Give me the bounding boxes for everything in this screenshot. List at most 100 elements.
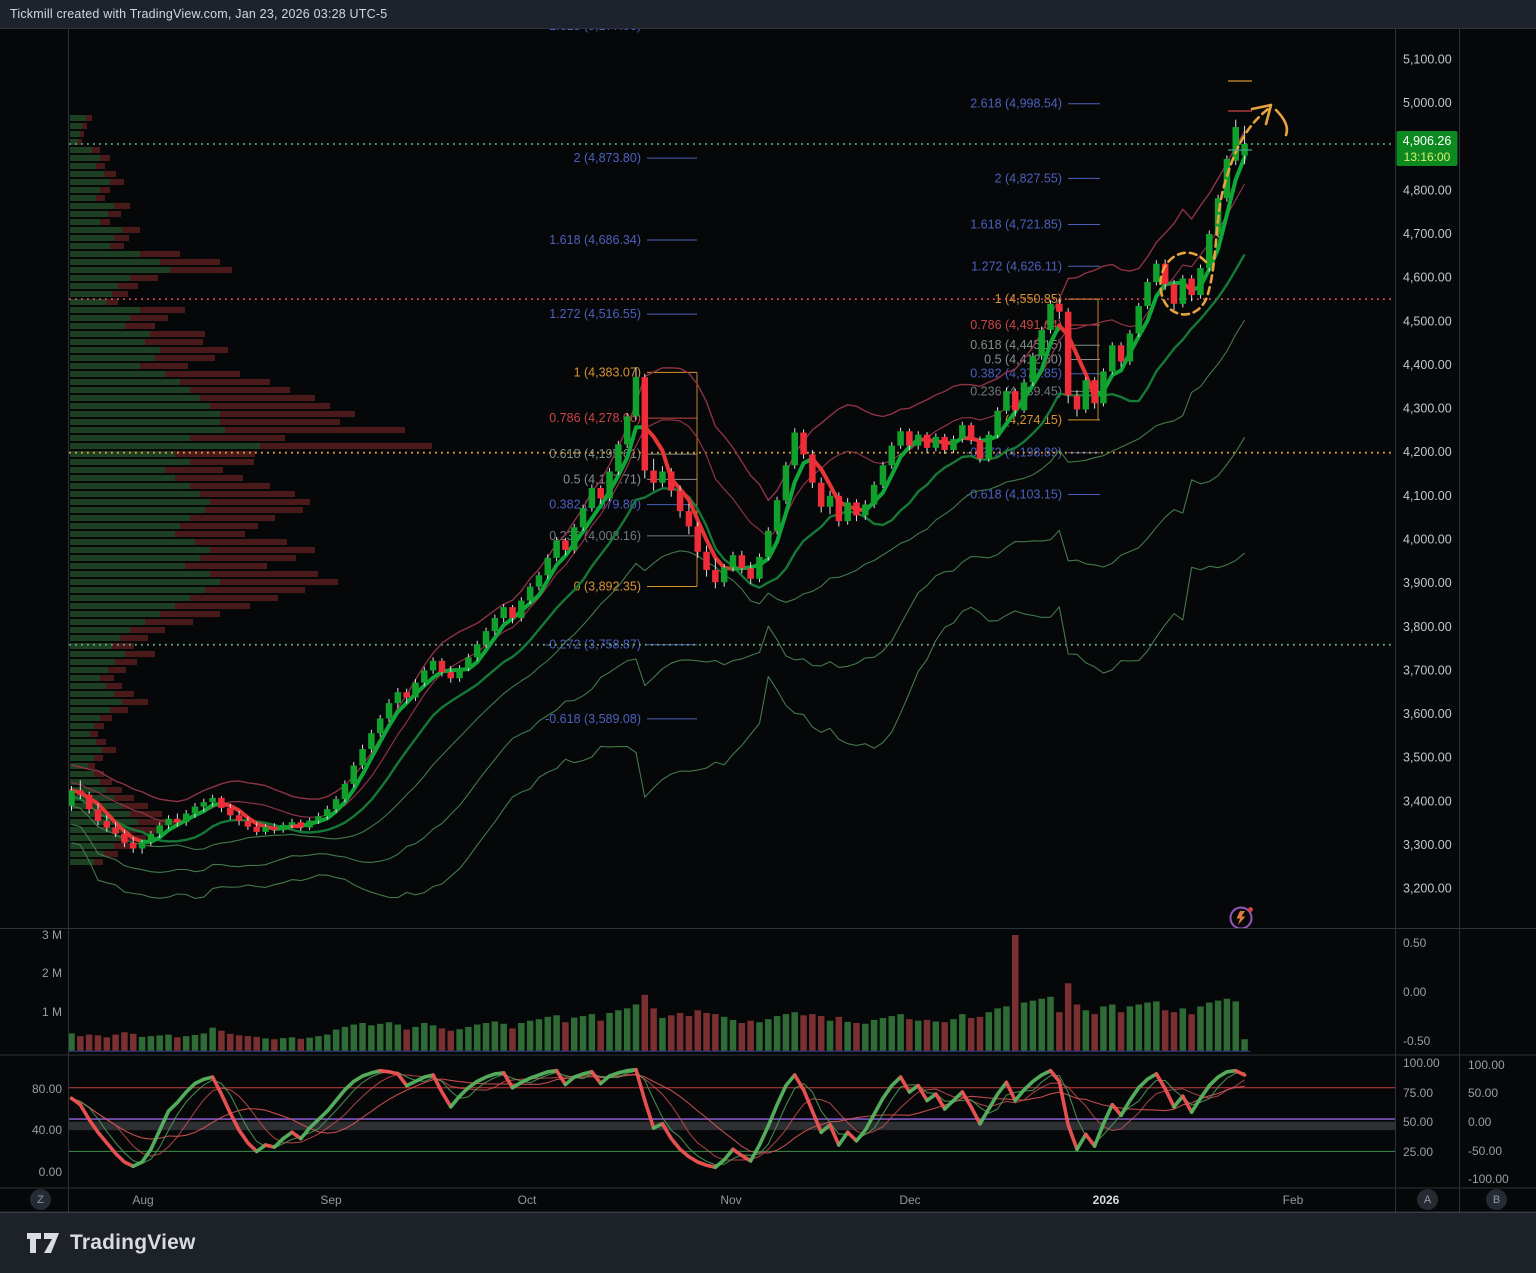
candle [69,790,75,806]
scale-z-button[interactable]: Z [30,1189,51,1210]
candle [421,670,428,683]
candle [1223,158,1231,199]
volume-bar [1206,1002,1213,1051]
volume-left-tick: 1 M [42,1005,62,1019]
volume-bar [1144,1002,1151,1051]
volume-bar [271,1039,278,1051]
candle [853,502,860,516]
volume-bar [77,1036,84,1051]
volume-bar [879,1017,887,1051]
volume-bar [385,1022,393,1051]
candle [729,555,737,568]
volume-bar [773,1016,781,1051]
price-axis[interactable]: 5,100.005,000.004,900.004,800.004,700.00… [1403,52,1509,1186]
candle [615,444,622,472]
volume-bar [1117,1012,1125,1051]
volume-bar [694,1010,701,1051]
candle [914,434,922,446]
time-axis[interactable]: Aug Sep Oct Nov Dec 2026 Feb [132,1193,1303,1207]
volume-bar [341,1026,349,1051]
candle [77,790,84,795]
last-price-badge[interactable]: 4,906.26 13:16:00 [69,131,1458,166]
volume-bar [685,1016,693,1051]
candle [765,530,772,557]
volume-bar [676,1012,684,1051]
volume-bar [244,1036,252,1051]
candle [1188,278,1195,296]
volume-bar [94,1035,102,1051]
price-tick-label: 4,000.00 [1403,532,1452,546]
fib-retracement-right: 2.618 (4,998.54) 2 (4,827.55) 1.618 (4,721… [966,97,1100,501]
candle [1170,284,1178,304]
candle [712,570,719,583]
candle [350,765,357,784]
oscillator-left-tick: 0.00 [39,1165,63,1179]
candle [341,783,349,800]
volume-bar [376,1023,384,1051]
left-scales[interactable]: 3 M 2 M 1 M 80.00 40.00 0.00 [32,928,62,1179]
candle [950,439,957,451]
price-tick-label: 4,600.00 [1403,271,1452,285]
volume-bar [579,1016,587,1051]
volume-bar [447,1030,455,1051]
time-axis-label: Nov [720,1193,741,1207]
scale-a-button[interactable]: A [1417,1189,1438,1210]
candle [809,454,816,483]
candle [1117,345,1125,362]
volume-bar [1100,1006,1107,1051]
volume-bar [403,1029,410,1051]
candle [227,807,234,816]
oscillator-pane[interactable] [69,1067,1395,1170]
candle [588,487,596,509]
volume-bar [182,1036,190,1051]
fib-level-label: 1.618 (4,721.85) [970,217,1062,231]
candle [1020,382,1028,411]
time-axis-label: 2026 [1093,1193,1120,1207]
volume-bar [156,1035,163,1051]
candle [297,822,305,828]
time-axis-label: Aug [132,1193,153,1207]
candle [518,600,525,619]
volume-bar [1223,998,1231,1051]
candle [429,660,437,671]
candle [394,692,402,704]
oscillator-left-tick: 80.00 [32,1082,62,1096]
candle [826,495,834,507]
candle [535,575,543,587]
candle [703,551,710,571]
fib-level-label: -0.618 (3,589.08) [545,712,641,726]
volume-bar [1038,998,1045,1051]
candle [385,703,393,719]
candle [844,502,851,522]
candle [1206,234,1213,269]
volume-bar [967,1017,975,1051]
candle [632,377,640,417]
candle [782,465,790,501]
candle [1011,391,1019,411]
price-tick-label: 4,200.00 [1403,445,1452,459]
oscillator-left-tick: 40.00 [32,1123,62,1137]
volume-bar [650,1008,657,1051]
volume-bar [1020,1002,1028,1051]
volume-bar [791,1012,798,1051]
volume-profile [70,115,432,865]
candle [1135,306,1142,334]
volume-bar [606,1012,613,1051]
scale-b-button[interactable]: B [1486,1189,1507,1210]
volume-pane[interactable] [68,935,1251,1052]
candle [791,432,798,466]
volume-bar [800,1015,807,1051]
volume-bar [1214,1000,1222,1051]
volume-bar [985,1012,993,1051]
time-axis-label: Dec [899,1193,920,1207]
price-tick-label: 3,600.00 [1403,707,1452,721]
tradingview-logo-icon [27,1233,59,1253]
volume-bar [747,1020,754,1051]
price-tick-label: 4,800.00 [1403,183,1452,197]
volume-bar [1029,1000,1037,1051]
price-tick-label: 3,300.00 [1403,838,1452,852]
candle [376,718,384,734]
volume-bar [253,1036,260,1051]
volume-bar [897,1014,904,1051]
